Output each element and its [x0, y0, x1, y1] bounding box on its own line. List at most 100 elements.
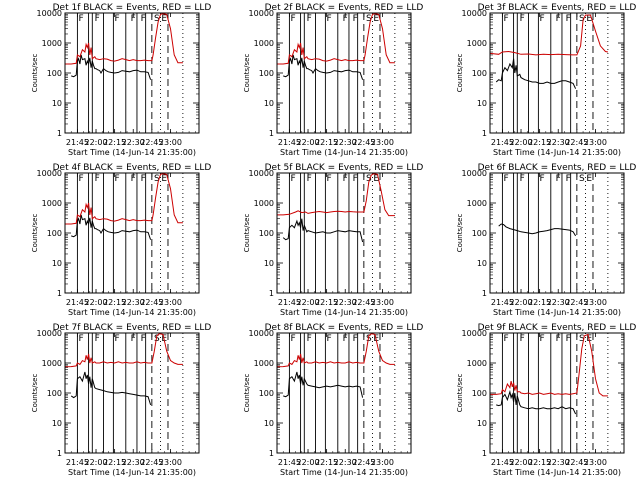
x-tick-label: 21:45: [66, 458, 89, 467]
x-tick-label: 22:45: [140, 138, 163, 147]
plot-frame: [64, 12, 200, 134]
interval-label: S: [366, 14, 372, 24]
interval-label: F: [540, 174, 545, 184]
interval-label: F: [520, 14, 525, 24]
chart-title: Det 3f BLACK = Events, RED = LLD: [478, 3, 637, 13]
y-tick-label: 10000: [462, 9, 487, 18]
x-tick-label: 22:30: [547, 458, 570, 467]
series-line-red: [276, 333, 395, 368]
y-tick-label: 1: [269, 289, 274, 298]
interval-label: E: [373, 174, 379, 184]
y-tick-label: 1: [57, 129, 62, 138]
interval-label: F: [504, 334, 509, 344]
y-tick-label: 1000: [467, 39, 487, 48]
x-axis-label: Start Time (14-Jun-14 21:35:00): [493, 308, 621, 317]
interval-label: F: [95, 334, 100, 344]
interval-label: S: [579, 14, 585, 24]
y-tick-label: 100: [259, 389, 274, 398]
interval-label: F: [327, 14, 332, 24]
interval-label: F: [115, 334, 120, 344]
chart-panel: Det 8f BLACK = Events, RED = LLD Counts/s…: [243, 323, 423, 477]
plot-frame: [489, 332, 625, 454]
y-tick-label: 100: [472, 229, 487, 238]
series-line-black: [495, 58, 577, 89]
x-tick-label: 22:00: [509, 458, 532, 467]
interval-label: S: [154, 174, 160, 184]
series-line-red: [64, 333, 183, 368]
interval-label: F: [353, 334, 358, 344]
interval-label: F: [566, 174, 571, 184]
interval-label: F: [79, 174, 84, 184]
y-tick-label: 1000: [467, 359, 487, 368]
series-line-red: [65, 173, 183, 225]
series-line-black: [70, 371, 152, 406]
x-tick-label: 21:45: [491, 138, 514, 147]
x-tick-label: 22:15: [103, 298, 126, 307]
chart-panel: Det 5f BLACK = Events, RED = LLD Counts/s…: [243, 163, 423, 317]
x-tick-label: 21:45: [66, 298, 89, 307]
y-tick-label: 10: [477, 419, 487, 428]
interval-label: F: [307, 14, 312, 24]
x-tick-label: 21:45: [278, 458, 301, 467]
y-tick-label: 1000: [254, 359, 274, 368]
interval-label: F: [520, 334, 525, 344]
y-axis-label: Counts/sec: [31, 374, 39, 413]
y-tick-label: 10000: [37, 169, 62, 178]
y-tick-label: 1: [269, 129, 274, 138]
plot-frame: [64, 172, 200, 294]
interval-label: F: [141, 14, 146, 24]
interval-label: E: [586, 14, 592, 24]
y-tick-label: 100: [472, 69, 487, 78]
x-tick-label: 22:30: [547, 298, 570, 307]
y-axis-label: Counts/sec: [456, 54, 464, 93]
x-axis-label: Start Time (14-Jun-14 21:35:00): [493, 148, 621, 157]
series-line-red: [277, 13, 395, 65]
y-axis-label: Counts/sec: [456, 214, 464, 253]
series-line-black: [496, 389, 577, 415]
x-axis-label: Start Time (14-Jun-14 21:35:00): [68, 308, 196, 317]
y-tick-label: 1000: [42, 199, 62, 208]
x-tick-label: 22:15: [528, 138, 551, 147]
y-tick-label: 1: [269, 449, 274, 458]
interval-label: F: [291, 334, 296, 344]
interval-label: F: [307, 174, 312, 184]
y-axis-label: Counts/sec: [31, 214, 39, 253]
y-tick-label: 10000: [249, 329, 274, 338]
interval-label: F: [343, 334, 348, 344]
x-tick-label: 22:45: [565, 138, 588, 147]
y-tick-label: 10000: [249, 169, 274, 178]
series-line-black: [282, 218, 364, 243]
interval-label: F: [566, 14, 571, 24]
y-tick-label: 10000: [37, 9, 62, 18]
y-tick-label: 10000: [462, 169, 487, 178]
chart-panel: Det 7f BLACK = Events, RED = LLD Counts/s…: [31, 323, 211, 477]
x-tick-label: 22:30: [334, 138, 357, 147]
y-axis-label: Counts/sec: [243, 54, 251, 93]
interval-label: S: [579, 174, 585, 184]
x-tick-label: 22:30: [334, 298, 357, 307]
series-line-black: [498, 223, 577, 237]
y-tick-label: 1000: [42, 359, 62, 368]
interval-label: S: [366, 334, 372, 344]
x-tick-label: 22:45: [565, 458, 588, 467]
interval-label: E: [586, 174, 592, 184]
plot-frame: [489, 172, 625, 294]
x-tick-label: 22:15: [315, 298, 338, 307]
y-tick-label: 1: [57, 449, 62, 458]
interval-label: F: [556, 334, 561, 344]
chart-title: Det 7f BLACK = Events, RED = LLD: [53, 323, 212, 333]
x-axis-label: Start Time (14-Jun-14 21:35:00): [493, 468, 621, 477]
y-axis-label: Counts/sec: [456, 374, 464, 413]
interval-label: F: [353, 174, 358, 184]
x-tick-label: 22:00: [296, 458, 319, 467]
interval-label: F: [566, 334, 571, 344]
x-axis-label: Start Time (14-Jun-14 21:35:00): [280, 148, 408, 157]
x-tick-label: 22:15: [315, 138, 338, 147]
interval-label: F: [343, 174, 348, 184]
chart-panel: Det 4f BLACK = Events, RED = LLD Counts/s…: [31, 163, 211, 317]
interval-label: F: [291, 174, 296, 184]
interval-label: F: [540, 334, 545, 344]
interval-label: F: [343, 14, 348, 24]
chart-title: Det 8f BLACK = Events, RED = LLD: [265, 323, 424, 333]
